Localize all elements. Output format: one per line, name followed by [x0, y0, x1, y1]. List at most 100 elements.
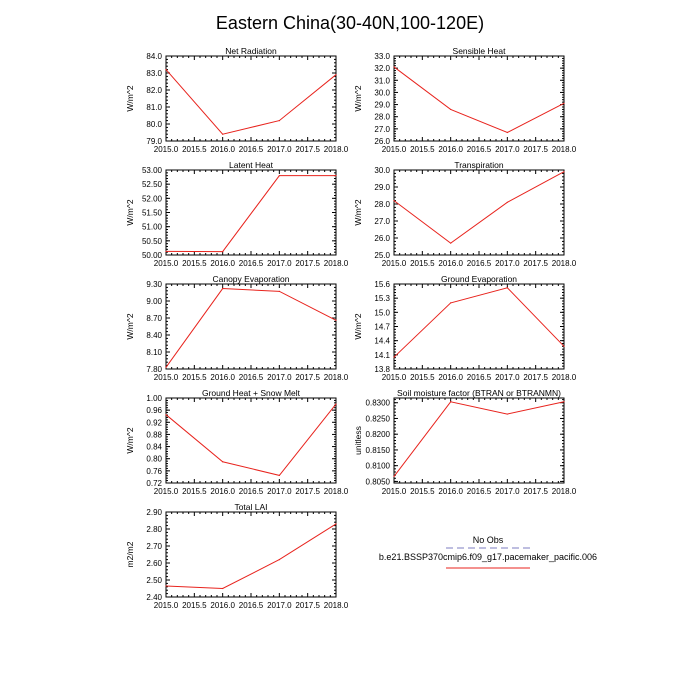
x-tick-label: 2015.5	[410, 145, 435, 154]
data-point	[393, 356, 395, 358]
series-line	[165, 288, 337, 368]
plot-frame	[393, 283, 565, 370]
plot-frame	[165, 511, 337, 598]
x-tick-label: 2015.5	[182, 145, 207, 154]
data-point	[278, 290, 280, 292]
y-tick-label: 2.50	[146, 576, 162, 585]
data-point	[278, 474, 280, 477]
series-line	[165, 403, 337, 476]
x-tick-label: 2016.5	[239, 601, 264, 610]
y-tick-label: 8.40	[146, 331, 162, 340]
x-tick-label: 2016.0	[210, 487, 235, 496]
data-point	[563, 102, 565, 104]
plot-frame	[393, 55, 565, 142]
y-tick-label: 2.60	[146, 559, 162, 568]
x-tick-label: 2017.5	[295, 487, 320, 496]
x-tick-label: 2016.0	[438, 373, 463, 382]
x-tick-label: 2015.0	[154, 145, 179, 154]
legend: No Obs b.e21.BSSP370cmip6.f09_g17.pacema…	[379, 535, 597, 569]
data-point	[393, 200, 395, 202]
panel-4: Transpiration W/m^2 2015.0 2015.5 2016.0 2016…	[353, 160, 577, 268]
x-tick-label: 2016.0	[210, 373, 235, 382]
x-tick-label: 2017.5	[295, 373, 320, 382]
y-tick-label: 0.84	[146, 443, 162, 452]
y-tick-label: 30.0	[374, 88, 390, 97]
y-tick-label: 0.8250	[366, 414, 391, 423]
x-tick-label: 2016.5	[467, 145, 492, 154]
y-tick-label: 26.0	[374, 234, 390, 243]
panel-7: Ground Heat + Snow Melt W/m^2 2015.0 2015.5…	[125, 388, 349, 496]
series-line	[393, 66, 565, 134]
y-tick-label: 79.0	[146, 137, 162, 146]
x-tick-label: 2017.0	[495, 259, 520, 268]
y-axis-label: W/m^2	[125, 313, 135, 339]
y-tick-label: 80.0	[146, 120, 162, 129]
x-tick-label: 2018.0	[324, 259, 349, 268]
y-tick-label: 50.00	[142, 251, 163, 260]
x-tick-label: 2015.0	[154, 259, 179, 268]
x-tick-label: 2018.0	[324, 373, 349, 382]
x-tick-label: 2017.0	[267, 487, 292, 496]
y-tick-label: 28.0	[374, 113, 390, 122]
x-tick-label: 2015.0	[154, 601, 179, 610]
legend-obs-label: No Obs	[473, 535, 504, 545]
series-line	[393, 401, 565, 477]
x-tick-label: 2017.5	[523, 259, 548, 268]
series-line	[393, 287, 565, 358]
y-axis-label: W/m^2	[353, 313, 363, 339]
x-tick-label: 2015.0	[382, 373, 407, 382]
y-tick-label: 32.0	[374, 64, 390, 73]
x-tick-label: 2016.5	[467, 487, 492, 496]
panel-title: Transpiration	[454, 160, 504, 170]
y-tick-label: 27.0	[374, 217, 390, 226]
x-tick-label: 2016.5	[239, 373, 264, 382]
y-tick-label: 0.8050	[366, 477, 391, 486]
x-tick-label: 2018.0	[324, 487, 349, 496]
data-point	[506, 287, 508, 289]
data-point	[335, 74, 337, 76]
x-tick-label: 2016.5	[467, 373, 492, 382]
y-tick-label: 15.6	[374, 280, 390, 289]
y-tick-label: 0.96	[146, 406, 162, 415]
y-tick-label: 28.0	[374, 200, 390, 209]
data-point	[335, 175, 337, 177]
y-tick-label: 14.4	[374, 337, 390, 346]
data-point	[278, 559, 280, 561]
x-tick-label: 2016.5	[239, 259, 264, 268]
y-tick-label: 50.50	[142, 237, 163, 246]
panel-title: Sensible Heat	[453, 46, 507, 56]
x-tick-label: 2015.5	[410, 373, 435, 382]
x-tick-label: 2017.0	[267, 601, 292, 610]
y-tick-label: 52.50	[142, 180, 163, 189]
panel-3: Latent Heat W/m^2 2015.0 2015.5 2016.0 2016.5…	[125, 160, 349, 268]
y-tick-label: 33.0	[374, 52, 390, 61]
x-tick-label: 2017.5	[523, 373, 548, 382]
y-tick-label: 0.8300	[366, 399, 391, 408]
data-point	[222, 251, 224, 253]
data-point	[450, 401, 452, 403]
x-tick-label: 2016.5	[239, 487, 264, 496]
x-tick-label: 2015.5	[410, 259, 435, 268]
data-point	[222, 461, 224, 463]
x-tick-label: 2015.5	[182, 487, 207, 496]
data-point	[506, 413, 508, 415]
panel-title: Ground Heat + Snow Melt	[202, 388, 301, 398]
y-tick-label: 14.1	[374, 351, 390, 360]
data-point	[450, 302, 452, 304]
data-point	[165, 366, 167, 368]
y-axis-label: unitless	[353, 426, 363, 455]
data-point	[563, 401, 565, 403]
panel-2: Sensible Heat W/m^2 2015.0 2015.5 2016.0 2016…	[353, 46, 577, 154]
y-tick-label: 51.50	[142, 209, 163, 218]
y-tick-label: 51.00	[142, 223, 163, 232]
y-axis-label: W/m^2	[125, 199, 135, 225]
y-tick-label: 2.80	[146, 525, 162, 534]
x-tick-label: 2015.0	[154, 373, 179, 382]
x-tick-label: 2015.0	[382, 259, 407, 268]
y-axis-label: W/m^2	[125, 85, 135, 111]
x-tick-label: 2017.0	[267, 145, 292, 154]
y-tick-label: 29.0	[374, 183, 390, 192]
